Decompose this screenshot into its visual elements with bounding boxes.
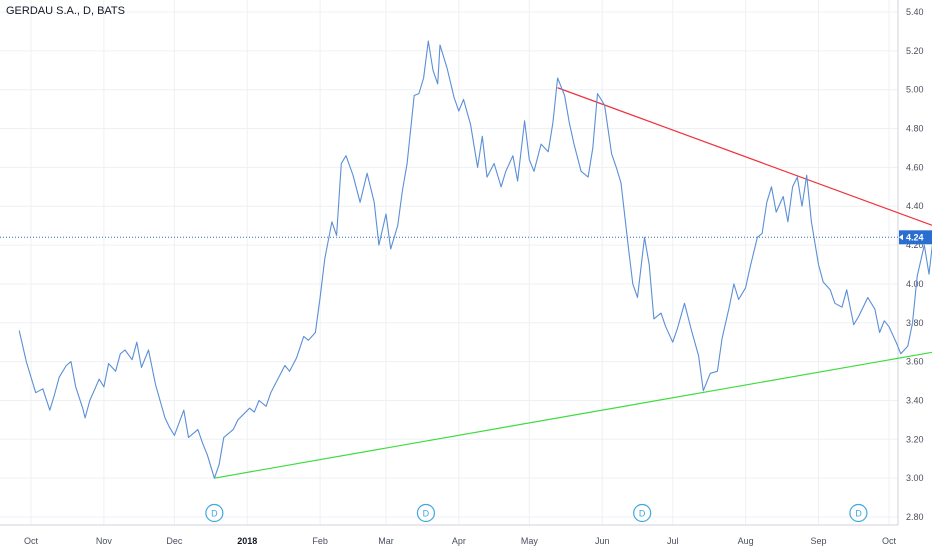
price-series — [18, 40, 932, 479]
y-tick-label: 4.20 — [906, 240, 924, 250]
x-tick-label: Apr — [452, 536, 466, 546]
last-price-badge — [899, 230, 932, 245]
y-tick-label: 2.80 — [906, 512, 924, 522]
last-price-value: 4.24 — [906, 232, 924, 242]
y-tick-label: 3.60 — [906, 357, 924, 367]
y-tick-label: 3.00 — [906, 473, 924, 483]
trendlines — [214, 87, 932, 479]
last-price-layer: 4.24 — [0, 230, 932, 245]
dividend-marker-label: D — [423, 509, 430, 519]
x-tick-label: Sep — [810, 536, 826, 546]
dividend-marker-label: D — [639, 509, 646, 519]
dividend-marker-label: D — [211, 509, 218, 519]
x-tick-label: Feb — [312, 536, 328, 546]
last-price-badge-arrow — [899, 234, 903, 241]
dividend-marker-label: D — [855, 509, 862, 519]
grid — [0, 0, 898, 525]
x-tick-label: 2018 — [237, 536, 257, 546]
dividend-marker — [633, 503, 652, 523]
y-tick-label: 4.40 — [906, 201, 924, 211]
dividend-marker — [416, 503, 436, 523]
resistance-trendline — [557, 87, 932, 226]
y-tick-label: 4.60 — [906, 162, 924, 172]
price-series-line — [18, 40, 932, 479]
dividend-marker — [849, 503, 868, 523]
dividend-marker — [205, 503, 224, 523]
y-tick-label: 5.40 — [906, 7, 924, 17]
y-tick-label: 5.20 — [906, 46, 924, 56]
y-tick-label: 3.80 — [906, 318, 924, 328]
x-tick-label: Jul — [667, 536, 679, 546]
x-tick-label: Dec — [166, 536, 183, 546]
y-tick-label: 3.40 — [906, 395, 924, 405]
x-tick-label: Oct — [882, 536, 897, 546]
x-tick-label: Nov — [96, 536, 113, 546]
x-tick-label: May — [521, 536, 539, 546]
support-trendline — [214, 351, 932, 479]
y-tick-label: 4.80 — [906, 124, 924, 134]
y-tick-label: 5.00 — [906, 85, 924, 95]
y-tick-label: 4.00 — [906, 279, 924, 289]
x-tick-label: Aug — [738, 536, 754, 546]
y-tick-label: 3.20 — [906, 434, 924, 444]
chart-title: GERDAU S.A., D, BATS — [6, 5, 125, 17]
x-tick-label: Mar — [378, 536, 394, 546]
x-tick-label: Oct — [24, 536, 39, 546]
x-tick-label: Jun — [595, 536, 610, 546]
